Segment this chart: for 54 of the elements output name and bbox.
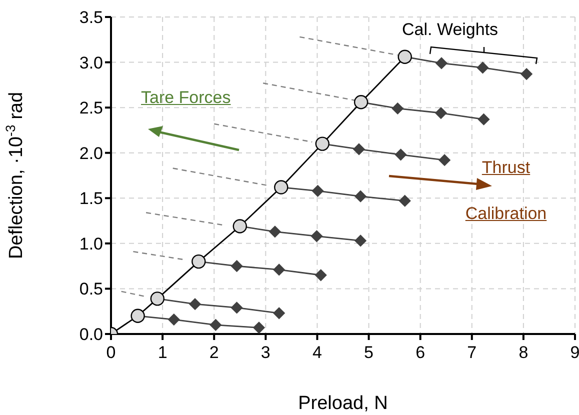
point	[398, 194, 411, 207]
x-tick-label: 9	[570, 343, 579, 362]
point	[210, 319, 222, 331]
x-tick-label: 4	[312, 343, 322, 362]
text: Thrust Calibration	[465, 158, 547, 223]
point	[354, 95, 368, 110]
x-tick-label: 6	[416, 343, 426, 362]
y-tick-label: 0.0	[79, 325, 103, 344]
x-tick-label: 5	[364, 343, 374, 362]
x-tick-label: 8	[518, 343, 528, 362]
point	[476, 62, 489, 74]
x-tick-label: 2	[209, 343, 219, 362]
point	[150, 292, 164, 306]
point	[230, 302, 243, 314]
y-tick-label: 3.0	[79, 53, 103, 72]
point	[130, 308, 145, 323]
point	[392, 102, 404, 114]
point	[520, 68, 532, 80]
point	[269, 226, 281, 238]
point	[478, 113, 490, 126]
point	[312, 184, 324, 197]
point	[353, 143, 365, 156]
point	[315, 136, 330, 151]
x-tick-label: 3	[260, 343, 270, 362]
point	[435, 107, 447, 119]
x-tick-label: 7	[467, 343, 477, 362]
point	[273, 307, 285, 320]
point	[230, 260, 243, 272]
point	[436, 57, 448, 70]
y-tick-label: 3.5	[79, 8, 103, 28]
y-tick-label: 1.5	[79, 189, 103, 208]
x-axis-title: Preload, N	[298, 393, 388, 414]
point	[253, 322, 265, 334]
y-tick-label: 1.0	[79, 234, 103, 254]
point	[189, 298, 201, 310]
point	[354, 234, 366, 247]
point	[192, 254, 206, 269]
point	[310, 230, 323, 242]
point	[314, 269, 327, 282]
annotation: Cal. Weights	[402, 20, 500, 40]
point	[438, 154, 450, 166]
point	[394, 148, 407, 161]
point	[273, 264, 285, 276]
y-tick-label: 2.5	[79, 98, 103, 118]
point	[398, 50, 412, 64]
point	[354, 190, 366, 202]
annotation: Tare Forces	[141, 88, 231, 108]
point	[168, 314, 180, 326]
x-tick-label: 1	[158, 343, 168, 362]
y-tick-label: 0.5	[79, 280, 103, 299]
point	[274, 180, 288, 194]
y-tick-label: 2.0	[79, 144, 103, 163]
point	[232, 219, 247, 234]
x-tick-label: 0	[106, 343, 116, 362]
